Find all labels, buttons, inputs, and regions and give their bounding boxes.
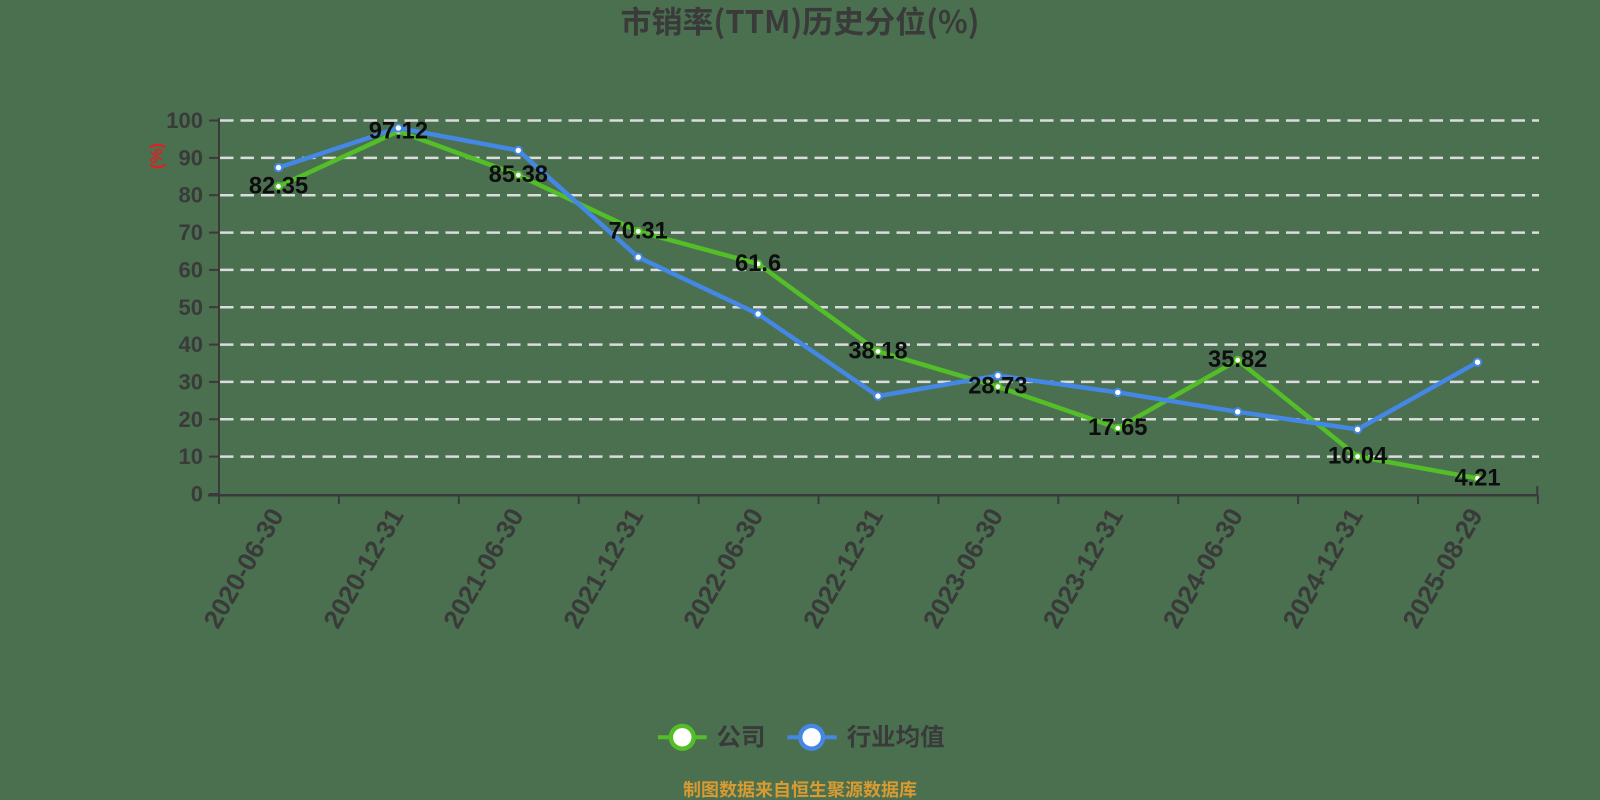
- svg-text:90: 90: [179, 145, 203, 170]
- svg-text:85.38: 85.38: [489, 162, 548, 188]
- svg-text:50: 50: [179, 295, 203, 320]
- svg-text:100: 100: [166, 108, 203, 133]
- svg-text:82.35: 82.35: [249, 173, 308, 199]
- svg-text:17.65: 17.65: [1088, 415, 1147, 441]
- svg-text:38.18: 38.18: [848, 338, 907, 364]
- svg-text:97.12: 97.12: [369, 118, 428, 144]
- svg-text:70.31: 70.31: [609, 218, 668, 244]
- svg-text:60: 60: [179, 257, 203, 282]
- svg-text:80: 80: [179, 183, 203, 208]
- svg-text:61.6: 61.6: [735, 251, 781, 277]
- svg-text:(%): (%): [147, 143, 166, 169]
- svg-text:35.82: 35.82: [1208, 347, 1267, 373]
- svg-text:20: 20: [179, 407, 203, 432]
- svg-text:30: 30: [179, 369, 203, 394]
- svg-text:70: 70: [179, 220, 203, 245]
- svg-text:10: 10: [179, 444, 203, 469]
- svg-text:0: 0: [191, 482, 203, 507]
- svg-text:40: 40: [179, 332, 203, 357]
- svg-text:10.04: 10.04: [1328, 444, 1388, 470]
- svg-text:4.21: 4.21: [1454, 465, 1500, 491]
- svg-text:28.73: 28.73: [968, 374, 1027, 400]
